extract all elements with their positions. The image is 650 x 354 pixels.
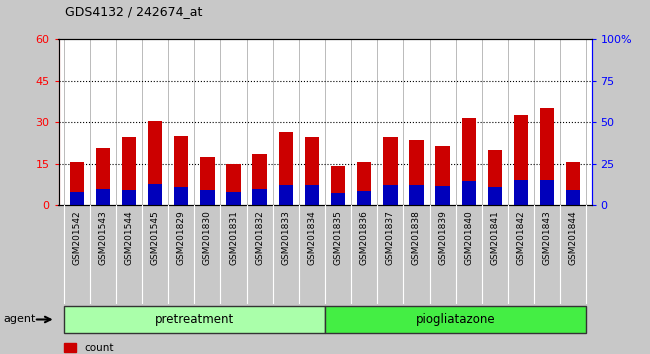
Legend: count, percentile rank within the sample: count, percentile rank within the sample xyxy=(64,343,261,354)
Bar xyxy=(252,189,267,205)
Bar xyxy=(252,154,267,205)
Text: GSM201838: GSM201838 xyxy=(412,210,421,265)
Bar xyxy=(305,185,319,205)
Bar xyxy=(383,184,398,205)
Bar xyxy=(488,150,502,205)
Text: pretreatment: pretreatment xyxy=(155,313,234,326)
Bar xyxy=(279,132,293,205)
Text: GSM201840: GSM201840 xyxy=(464,210,473,265)
Text: GSM201832: GSM201832 xyxy=(255,210,264,265)
Bar xyxy=(226,164,240,205)
Bar xyxy=(436,146,450,205)
Text: GSM201839: GSM201839 xyxy=(438,210,447,265)
Bar xyxy=(410,185,424,205)
Text: GSM201544: GSM201544 xyxy=(125,210,133,265)
Text: GSM201831: GSM201831 xyxy=(229,210,238,265)
Bar xyxy=(331,193,345,205)
Bar xyxy=(200,190,214,205)
Bar xyxy=(566,190,580,205)
Text: piogliatazone: piogliatazone xyxy=(416,313,495,326)
Text: GSM201835: GSM201835 xyxy=(333,210,343,265)
Bar xyxy=(462,181,476,205)
Bar xyxy=(148,184,162,205)
Text: GSM201844: GSM201844 xyxy=(569,210,578,265)
Text: GSM201841: GSM201841 xyxy=(490,210,499,265)
Bar xyxy=(357,191,371,205)
Bar xyxy=(540,108,554,205)
Text: GSM201543: GSM201543 xyxy=(98,210,107,265)
Text: GDS4132 / 242674_at: GDS4132 / 242674_at xyxy=(65,5,202,18)
Bar xyxy=(540,179,554,205)
Text: GSM201836: GSM201836 xyxy=(359,210,369,265)
Bar xyxy=(122,189,136,205)
Text: GSM201542: GSM201542 xyxy=(72,210,81,265)
Bar xyxy=(462,118,476,205)
Bar xyxy=(70,162,84,205)
FancyBboxPatch shape xyxy=(325,306,586,333)
Text: GSM201834: GSM201834 xyxy=(307,210,317,265)
Bar xyxy=(514,181,528,205)
Text: GSM201842: GSM201842 xyxy=(517,210,525,265)
Bar xyxy=(383,137,398,205)
Bar xyxy=(279,184,293,205)
Bar xyxy=(96,148,110,205)
Bar xyxy=(436,186,450,205)
FancyBboxPatch shape xyxy=(64,306,325,333)
Bar xyxy=(305,137,319,205)
Bar xyxy=(122,137,136,205)
Bar xyxy=(174,136,188,205)
Text: GSM201830: GSM201830 xyxy=(203,210,212,265)
Text: GSM201829: GSM201829 xyxy=(177,210,186,265)
Bar xyxy=(514,115,528,205)
Text: GSM201837: GSM201837 xyxy=(386,210,395,265)
Bar xyxy=(357,162,371,205)
Bar xyxy=(200,157,214,205)
Text: GSM201843: GSM201843 xyxy=(543,210,552,265)
Bar xyxy=(96,189,110,205)
Bar xyxy=(331,166,345,205)
Text: GSM201833: GSM201833 xyxy=(281,210,291,265)
Bar xyxy=(70,192,84,205)
Bar xyxy=(174,187,188,205)
Bar xyxy=(410,140,424,205)
Text: agent: agent xyxy=(3,314,35,325)
Text: GSM201545: GSM201545 xyxy=(151,210,160,265)
Bar xyxy=(226,192,240,205)
Bar xyxy=(566,162,580,205)
Bar xyxy=(488,187,502,205)
Bar xyxy=(148,121,162,205)
